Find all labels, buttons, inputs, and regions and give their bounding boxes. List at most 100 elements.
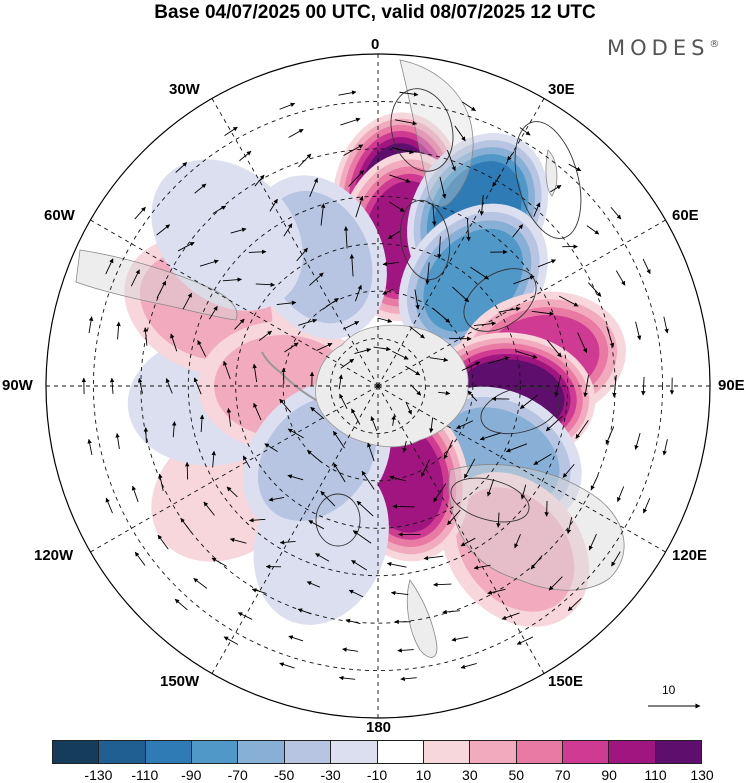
lon-label-30e: 30E	[548, 81, 575, 98]
chart-title: Base 04/07/2025 00 UTC, valid 08/07/2025…	[154, 2, 596, 23]
wind-vector	[258, 330, 272, 341]
wind-vector	[452, 286, 469, 303]
wind-vector	[367, 442, 375, 462]
wind-vector	[361, 470, 375, 490]
wind-vector	[287, 428, 304, 439]
new-zealand	[406, 579, 438, 658]
wind-vector	[348, 170, 365, 187]
colorbar-swatch	[655, 741, 702, 763]
wind-vector	[429, 357, 449, 362]
wind-vector	[433, 582, 452, 587]
wind-vector	[349, 253, 355, 277]
wind-vector	[402, 440, 407, 453]
wind-vector	[343, 144, 364, 156]
wind-vector	[355, 195, 364, 218]
wind-vector	[343, 226, 349, 249]
contour-line	[480, 385, 560, 435]
wind-vector	[512, 224, 524, 238]
wind-vector	[322, 298, 339, 310]
wind-vector	[447, 509, 461, 526]
wind-vector	[617, 486, 625, 502]
wind-vector	[443, 439, 454, 460]
wind-vector	[308, 520, 325, 530]
colorbar-tick-label: -30	[320, 767, 341, 783]
lon-label-30w: 30W	[169, 81, 200, 98]
wind-vector	[642, 258, 651, 275]
wind-vector	[212, 205, 227, 214]
wind-vector	[531, 310, 555, 316]
wind-vector	[463, 458, 476, 479]
colorbar-swatch	[192, 741, 239, 763]
lon-label-120w: 120W	[34, 547, 74, 564]
wind-vector	[662, 439, 668, 456]
wind-vector	[392, 504, 415, 509]
wind-vector	[279, 398, 292, 413]
wind-vector	[389, 174, 411, 183]
colorbar-tick-label: 130	[690, 767, 714, 783]
colorbar-tick-label: -50	[274, 767, 295, 783]
colorbar-swatch	[423, 741, 471, 763]
colorbar-swatch	[562, 741, 610, 763]
wind-vector	[306, 581, 321, 588]
wind-vector	[242, 455, 251, 469]
colorbar-swatch	[238, 741, 285, 763]
wind-vector	[577, 332, 588, 354]
wind-vector	[182, 292, 192, 310]
wind-vector	[548, 576, 563, 591]
wind-vector	[373, 346, 391, 352]
brand-logo: MODES®	[607, 36, 719, 60]
wind-vector	[115, 433, 120, 450]
wind-vector	[255, 282, 276, 287]
wind-vector	[230, 227, 247, 234]
wind-vector	[105, 258, 114, 275]
wind-vector	[566, 517, 573, 535]
wind-vector	[226, 408, 232, 427]
wind-vector	[234, 318, 245, 330]
wind-vector	[394, 119, 418, 126]
wind-vector	[537, 259, 557, 268]
wind-vector	[488, 356, 510, 364]
wind-vector	[193, 577, 208, 589]
wind-vector	[203, 501, 215, 516]
colorbar-tick-label: 30	[462, 767, 478, 783]
latitude-circle	[92, 100, 664, 672]
wind-vector	[309, 177, 318, 197]
madagascar	[545, 149, 558, 197]
wind-vector	[519, 127, 531, 136]
wind-vector	[340, 117, 361, 126]
colorbar-swatch	[609, 741, 656, 763]
wind-vector	[222, 277, 242, 282]
colorbar-tick-label: 50	[508, 767, 525, 783]
wind-vector	[389, 201, 405, 212]
wind-vector	[356, 500, 374, 517]
wind-vector	[276, 300, 297, 306]
wind-vector	[575, 420, 589, 439]
wind-vector	[320, 203, 326, 226]
colorbar-tick-label: -70	[227, 767, 248, 783]
wind-vector	[470, 266, 489, 280]
wind-vector	[387, 230, 400, 240]
wind-vector	[193, 377, 202, 395]
wind-vector	[288, 635, 304, 642]
colorbar-tick-label: 110	[644, 767, 667, 783]
wind-vector	[224, 126, 238, 136]
wind-vector	[390, 590, 409, 596]
colorbar-swatch	[145, 741, 193, 763]
colorbar-swatch	[516, 741, 563, 763]
wind-vector	[545, 415, 563, 432]
wind-vector	[533, 453, 552, 465]
wind-vector	[342, 321, 360, 330]
contour-lines	[315, 88, 582, 547]
wind-vector	[514, 534, 521, 549]
wind-vector	[310, 406, 325, 420]
wind-vector	[567, 597, 582, 612]
wind-vector	[156, 224, 171, 236]
wind-vector	[248, 249, 267, 255]
lon-label-90w: 90W	[2, 377, 33, 394]
wind-vector	[184, 461, 190, 480]
wind-vector	[211, 450, 216, 468]
wind-vector	[461, 361, 481, 371]
anomaly-level	[456, 487, 575, 612]
wind-vector	[170, 333, 178, 352]
